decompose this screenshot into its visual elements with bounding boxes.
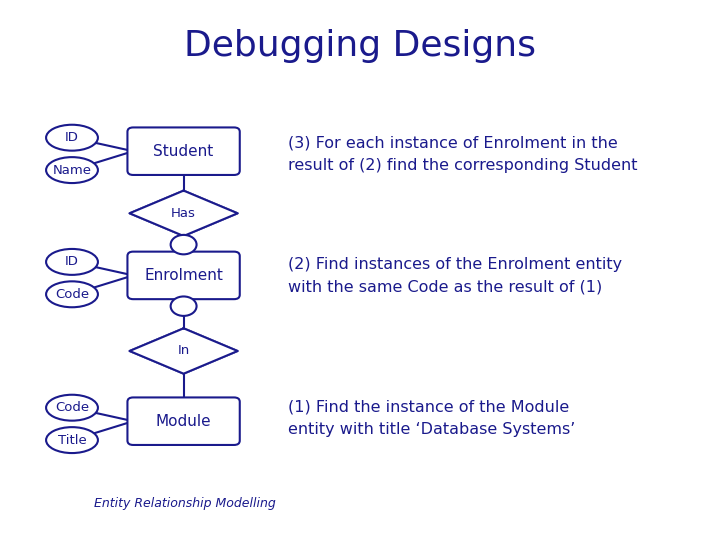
FancyBboxPatch shape — [127, 127, 240, 175]
Ellipse shape — [46, 157, 98, 183]
Text: Code: Code — [55, 401, 89, 414]
Ellipse shape — [46, 281, 98, 307]
Text: ID: ID — [65, 131, 79, 144]
FancyBboxPatch shape — [127, 397, 240, 445]
Ellipse shape — [46, 125, 98, 151]
Text: (2) Find instances of the Enrolment entity
with the same Code as the result of (: (2) Find instances of the Enrolment enti… — [288, 257, 622, 294]
Text: (3) For each instance of Enrolment in the
result of (2) find the corresponding S: (3) For each instance of Enrolment in th… — [288, 136, 637, 172]
Ellipse shape — [46, 395, 98, 421]
Polygon shape — [130, 191, 238, 236]
Ellipse shape — [46, 249, 98, 275]
Text: (1) Find the instance of the Module
entity with title ‘Database Systems’: (1) Find the instance of the Module enti… — [288, 400, 575, 437]
Text: Title: Title — [58, 434, 86, 447]
Text: Enrolment: Enrolment — [144, 268, 223, 283]
Text: Code: Code — [55, 288, 89, 301]
Text: In: In — [177, 345, 190, 357]
Circle shape — [171, 235, 197, 254]
Circle shape — [171, 296, 197, 316]
Text: Module: Module — [156, 414, 212, 429]
Text: Name: Name — [53, 164, 91, 177]
FancyBboxPatch shape — [127, 252, 240, 299]
Polygon shape — [130, 328, 238, 374]
Ellipse shape — [46, 427, 98, 453]
Text: ID: ID — [65, 255, 79, 268]
Text: Student: Student — [153, 144, 214, 159]
Text: Entity Relationship Modelling: Entity Relationship Modelling — [94, 497, 275, 510]
Text: Debugging Designs: Debugging Designs — [184, 29, 536, 63]
Text: Has: Has — [171, 207, 196, 220]
